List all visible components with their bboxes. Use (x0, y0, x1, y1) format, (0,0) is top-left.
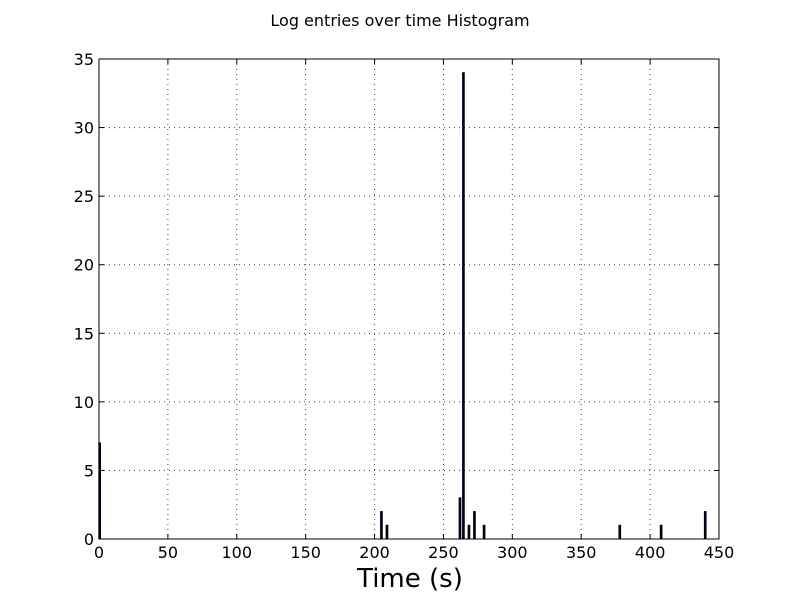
y-tick-label: 15 (74, 324, 94, 343)
histogram-bar (618, 524, 622, 540)
histogram-bar (659, 524, 663, 540)
histogram-bar (482, 524, 486, 540)
x-tick-label: 400 (635, 543, 666, 562)
histogram-bar (385, 524, 389, 540)
y-tick-label: 25 (74, 187, 94, 206)
x-tick-label: 250 (428, 543, 459, 562)
x-tick-label: 0 (94, 543, 104, 562)
histogram-bar (473, 511, 476, 540)
axis-ticks: 0 50 100 150 200 250 300 350 400 450 0 5 10 15 20 25 30 3… (74, 50, 735, 562)
plot-area-frame (98, 58, 720, 540)
y-tick-label: 10 (74, 393, 94, 412)
histogram-bar (467, 524, 471, 540)
x-tick-label: 150 (290, 543, 321, 562)
y-tick-label: 30 (74, 119, 94, 138)
x-tick-label: 450 (704, 543, 735, 562)
x-tick-label: 200 (359, 543, 390, 562)
y-tick-label: 35 (74, 50, 94, 69)
x-axis-label: Time (s) (356, 564, 463, 594)
histogram-bar (462, 72, 465, 540)
x-tick-label: 100 (222, 543, 253, 562)
x-tick-label: 350 (566, 543, 597, 562)
grid (99, 59, 719, 539)
y-tick-label: 5 (84, 461, 94, 480)
histogram-bar (380, 511, 383, 540)
x-tick-label: 50 (158, 543, 178, 562)
x-tick-label: 300 (497, 543, 528, 562)
histogram-bar (703, 511, 707, 540)
histogram-bar (458, 497, 462, 540)
y-tick-label: 20 (74, 256, 94, 275)
y-tick-label: 0 (84, 530, 94, 549)
chart-title: Log entries over time Histogram (270, 11, 529, 30)
